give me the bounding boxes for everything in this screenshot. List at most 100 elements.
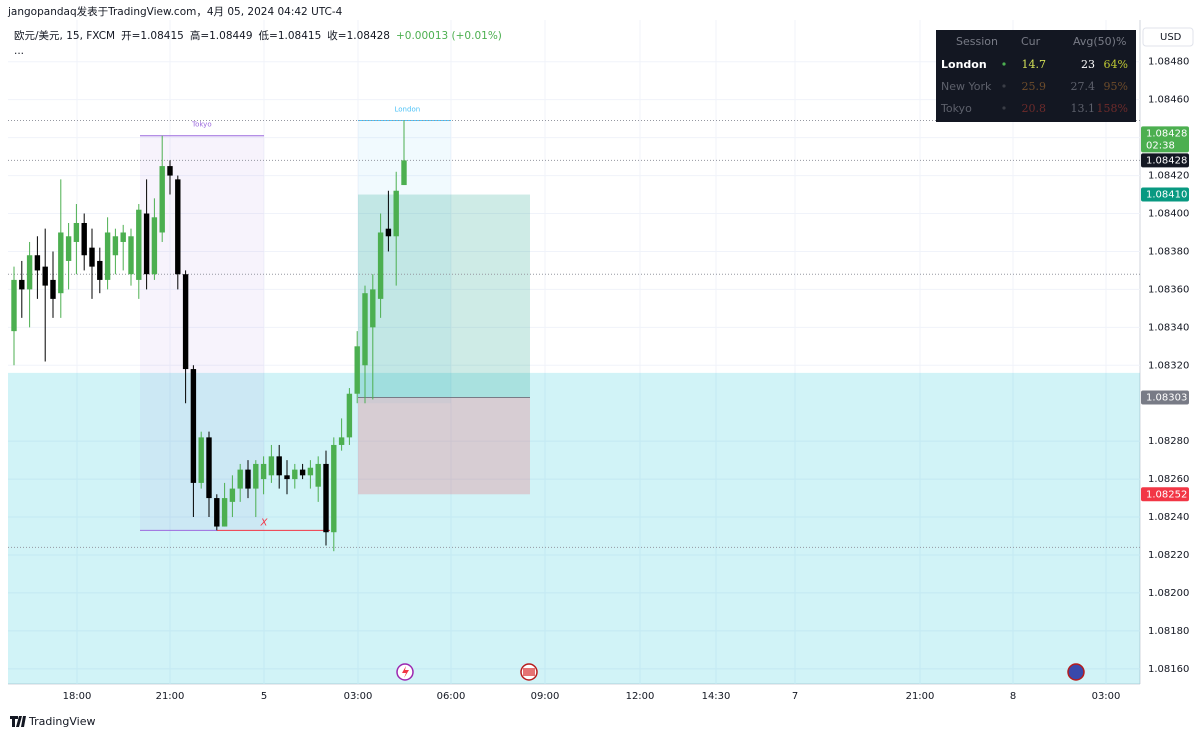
candle-body [385,228,392,237]
x-tick-label: 21:00 [156,691,185,702]
candle-body [190,369,197,483]
price-label: 1.08428 [1146,128,1187,139]
table-dot [1002,84,1006,88]
price-label: 1.08303 [1146,393,1187,404]
flag [523,668,535,676]
price-label-bg [1141,153,1189,168]
y-tick-label: 1.08240 [1148,512,1189,523]
y-tick-label: 1.08480 [1148,57,1189,68]
candle-body [284,475,290,480]
y-tick-label: 1.08200 [1148,588,1189,599]
legend-item: 开=1.08415 [121,30,184,42]
candle-body [260,463,267,480]
session-name: Tokyo [191,121,212,129]
candle-body [104,232,111,280]
x-tick-label: 8 [1010,691,1016,702]
table-cell: Tokyo [940,102,972,115]
candle-body [120,232,126,242]
candle-body [81,222,87,256]
table-cell: 23 [1081,58,1095,71]
candle-body [315,463,321,487]
candle-body [198,437,204,483]
candle-body [182,274,189,370]
y-tick-label: 1.08420 [1148,171,1189,182]
y-tick-label: 1.08340 [1148,322,1189,333]
legend-item: 收=1.08428 [327,29,390,42]
axis-labels: 1.084801.084601.084401.084201.084001.083… [63,57,1190,702]
candle-body [19,279,25,290]
candle-body [143,213,150,275]
x-tick-label: 06:00 [437,691,466,702]
y-tick-label: 1.08460 [1148,95,1189,106]
candle-body [214,498,220,527]
session-name: London [395,106,421,114]
position-target [358,194,530,398]
candle-body [151,217,158,275]
x-tick-label: 18:00 [63,691,92,702]
candle-body [292,469,298,480]
table-dot [1002,62,1006,66]
y-tick-label: 1.08320 [1148,360,1189,371]
legend-item: 高=1.08449 [190,29,253,42]
price-label-bg [1141,126,1189,153]
x-tick-label: 21:00 [906,691,935,702]
candle-body [112,236,119,256]
table-header: Avg(50) [1073,35,1116,48]
currency[interactable]: USD [1160,32,1182,43]
candle-body [159,166,165,233]
table-cell: 95% [1104,80,1128,93]
event-icon[interactable] [1067,663,1085,681]
candle-body [268,456,275,476]
x-tick-label: 09:00 [531,691,560,702]
candle-body [323,463,329,533]
candle-body [362,293,368,366]
x-tick-label: 03:00 [1092,691,1121,702]
legend-item: 低=1.08415 [259,29,322,42]
table-header: Cur [1021,35,1041,48]
candle-body [370,289,376,328]
table-cell: 25.9 [1022,80,1047,93]
candle-body [276,456,282,476]
candle-body [128,236,134,275]
logo [10,716,26,727]
x-tick-label: 14:30 [702,691,731,702]
candle-body [346,393,353,438]
price-label-bg [1141,187,1189,202]
candle-body [338,437,345,445]
candle-body [167,166,173,176]
table-cell: London [941,58,987,71]
zone [8,372,1140,684]
table-cell: 14.7 [1022,58,1047,71]
y-tick-label: 1.08280 [1148,436,1189,447]
candle-body [65,236,72,261]
candle-body [354,346,360,394]
candle-body [253,463,259,489]
candle-body [331,444,337,533]
position-stop [358,397,530,495]
y-tick-label: 1.08220 [1148,550,1189,561]
candle-body [299,469,306,476]
x-tick-label: 5 [261,691,267,702]
legend-more: ... [14,45,24,57]
y-tick-label: 1.08160 [1148,664,1189,675]
candle-body [245,469,251,489]
candle-body [393,190,399,237]
candle-body [175,179,181,275]
candle-body [97,260,103,280]
session-table [936,30,1136,122]
event-icon-bolt [402,666,409,678]
candle-body [50,279,56,299]
candle-body [307,467,314,476]
table-cell: New York [941,80,992,93]
candle-body [206,437,212,499]
legend-change: +0.00013 (+0.01%) [396,30,502,42]
price-label: 1.08252 [1146,489,1187,500]
table-header: Session [956,35,998,48]
table-cell: 64% [1104,58,1128,71]
table-header: % [1116,35,1126,48]
price-label-bg [1141,487,1189,502]
currency-button[interactable] [1142,27,1194,47]
footer: TradingView [28,715,95,728]
